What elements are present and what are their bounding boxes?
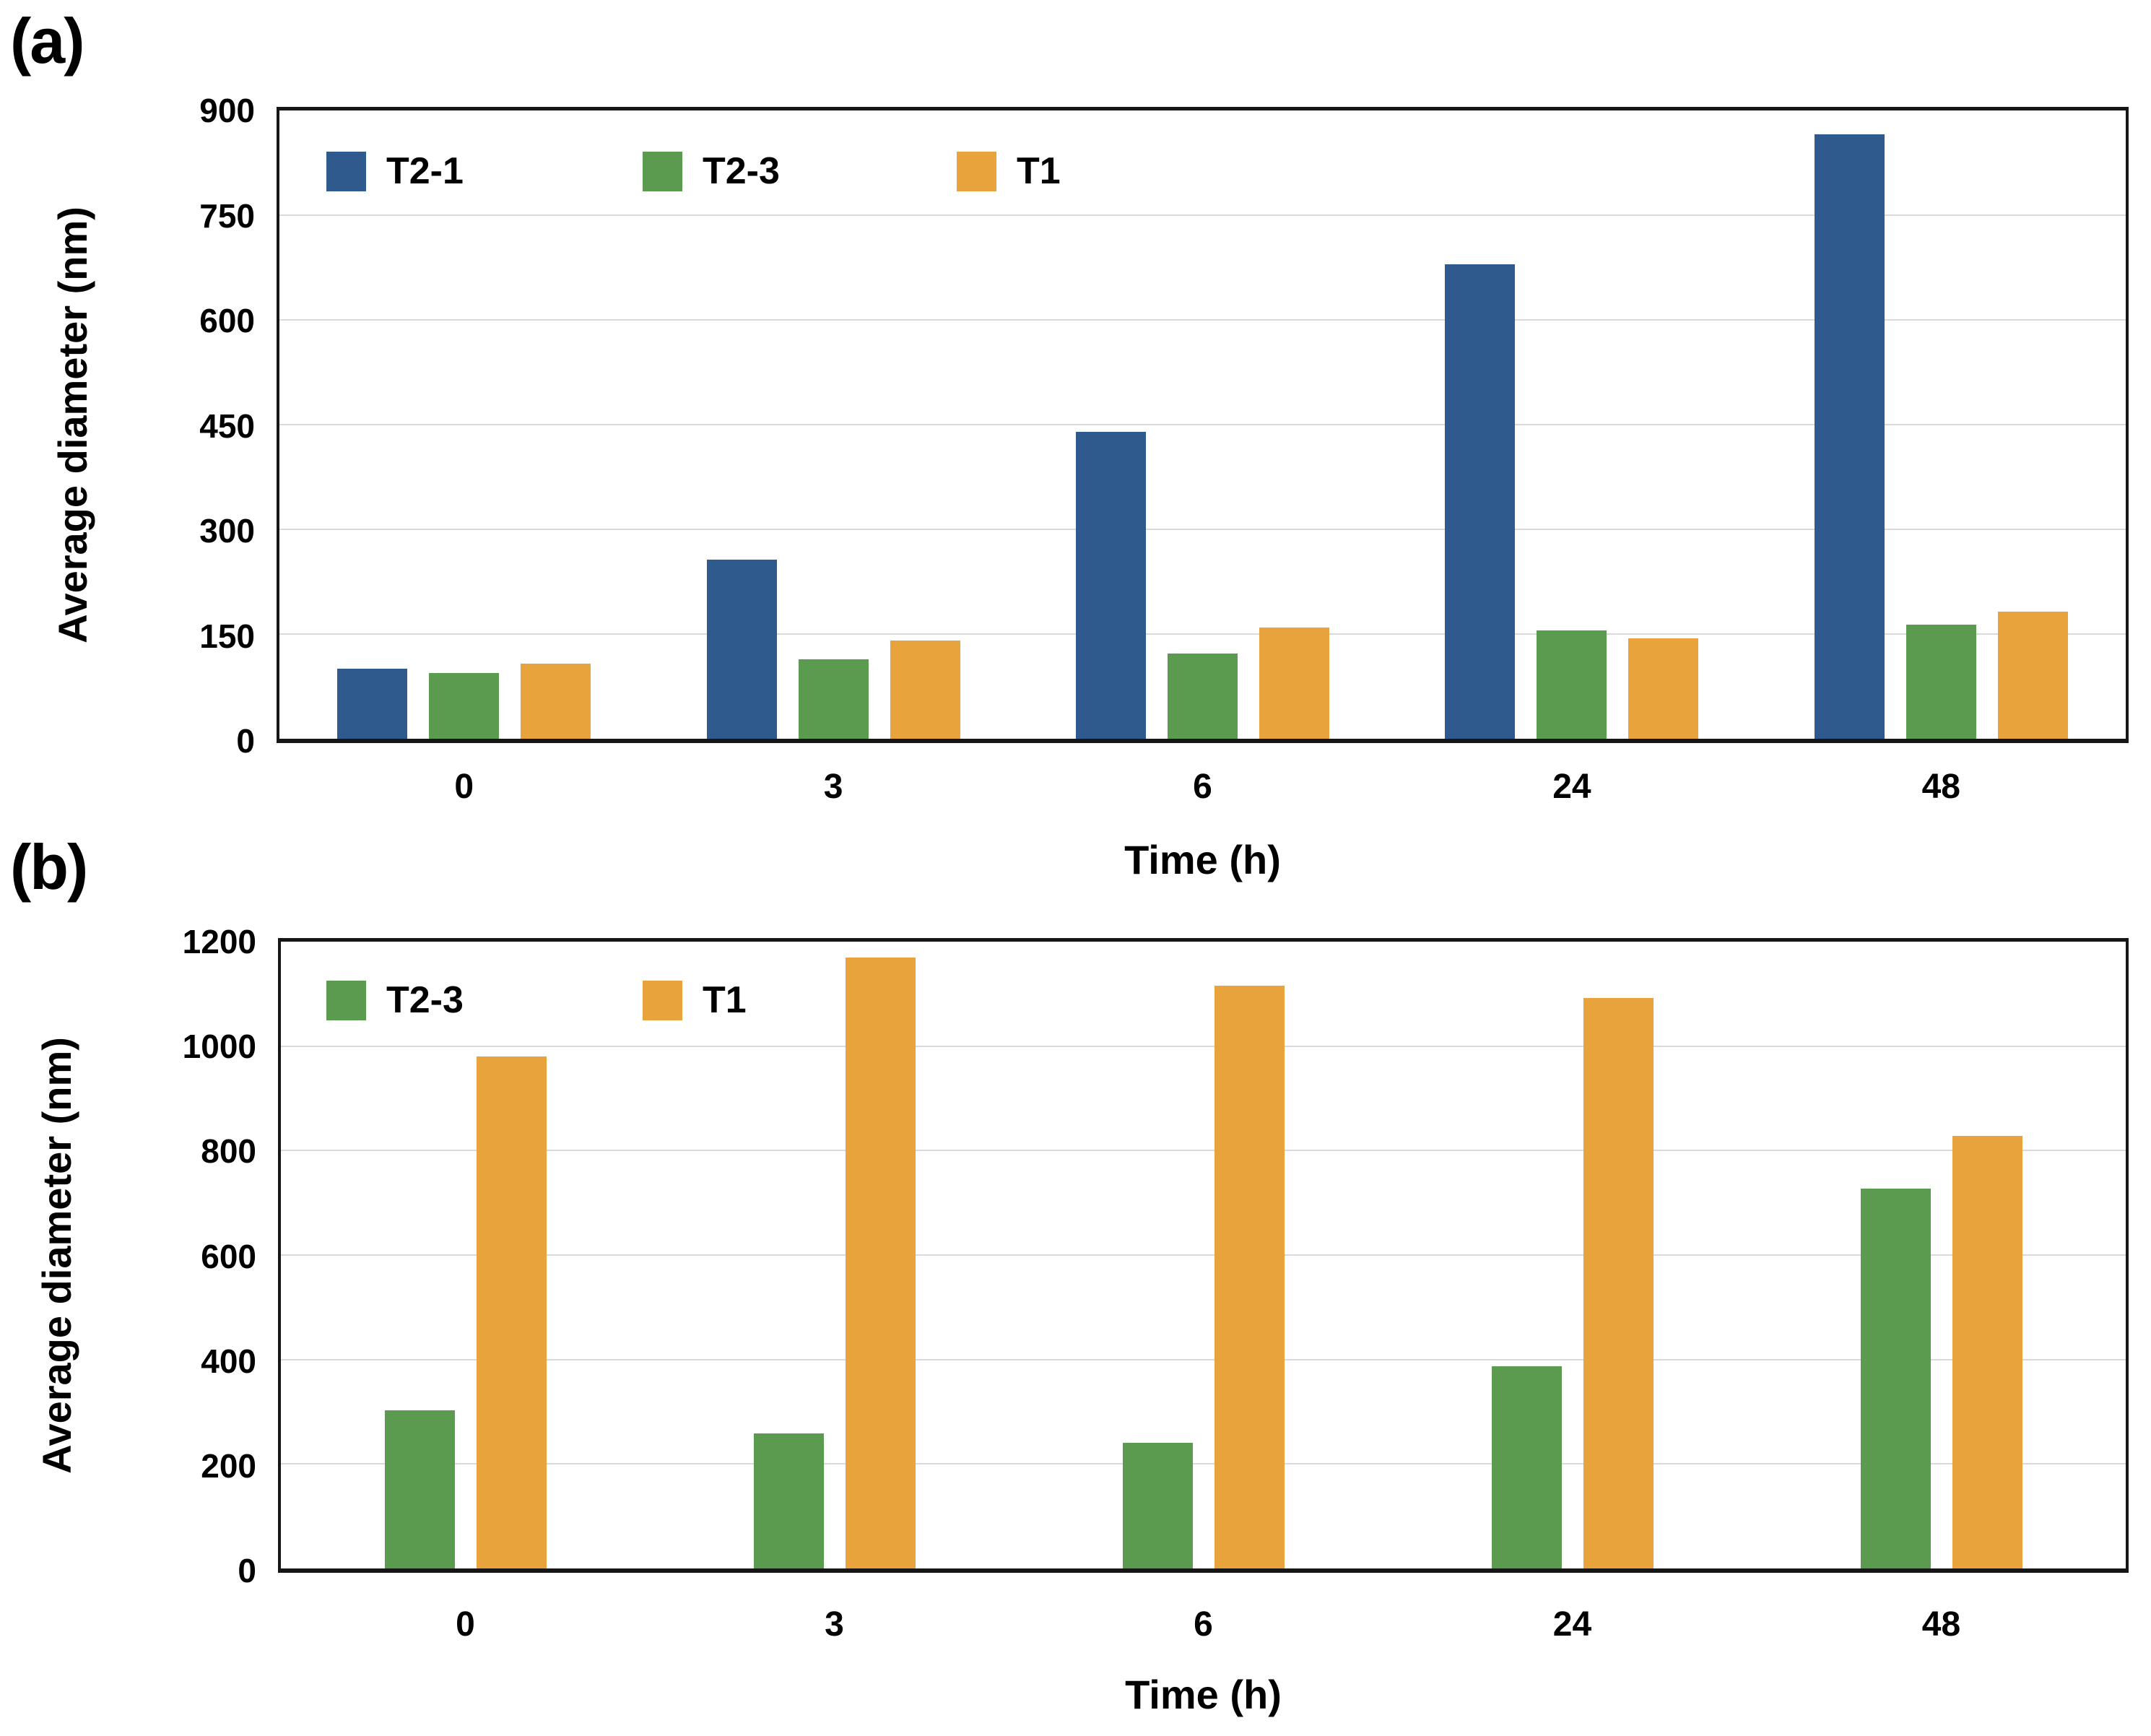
bar-T2-3-6h <box>1168 654 1238 739</box>
x-tick-label-24h: 24 <box>1552 768 1591 806</box>
bar-T1-0h <box>521 663 591 739</box>
bar-T2-3-0h <box>429 673 500 739</box>
bar-T1-6h <box>1259 628 1329 739</box>
panel-a-x-axis-title: Time (h) <box>1124 837 1281 882</box>
legend-item-T1: T1 <box>643 978 747 1022</box>
bar-T2-3-24h <box>1537 630 1607 739</box>
y-tick-label-400: 400 <box>201 1342 256 1380</box>
y-tick-label-1000: 1000 <box>182 1028 256 1066</box>
bar-T1-3h <box>890 640 960 739</box>
legend-swatch-T1 <box>957 151 996 191</box>
gridline-y-1000 <box>281 1045 2126 1047</box>
y-tick-label-300: 300 <box>199 512 255 550</box>
gridline-y-800 <box>281 1150 2126 1152</box>
panel-b-plot-area: T2-3 T1 <box>278 938 2129 1573</box>
bar-T1-0h <box>476 1056 547 1568</box>
y-tick-label-200: 200 <box>201 1446 256 1485</box>
y-tick-label-1200: 1200 <box>182 923 256 960</box>
bar-T1-48h <box>1952 1136 2022 1568</box>
legend-label-T1: T1 <box>703 979 747 1021</box>
x-tick-label-48h: 48 <box>1921 768 1960 806</box>
y-tick-label-900: 900 <box>199 92 255 129</box>
gridline-y-300 <box>279 529 2126 530</box>
y-tick-label-450: 450 <box>199 407 255 445</box>
legend-label-T2-3: T2-3 <box>386 979 464 1021</box>
y-tick-label-800: 800 <box>201 1132 256 1171</box>
y-tick-label-750: 750 <box>199 196 255 235</box>
x-tick-label-0h: 0 <box>456 1605 475 1644</box>
legend-item-T2-3: T2-3 <box>326 978 464 1022</box>
x-tick-label-24h: 24 <box>1552 1605 1592 1644</box>
gridline-y-400 <box>281 1358 2126 1360</box>
bar-T2-1-48h <box>1814 134 1885 739</box>
y-tick-label-0: 0 <box>238 1552 256 1589</box>
bar-T1-24h <box>1583 998 1654 1568</box>
x-tick-label-6h: 6 <box>1193 768 1212 806</box>
x-tick-label-3h: 3 <box>825 1605 844 1644</box>
x-tick-label-48h: 48 <box>1921 1605 1961 1644</box>
panel-a-letter: (a) <box>10 5 85 77</box>
legend-swatch-T2-3 <box>326 980 366 1020</box>
gridline-y-150 <box>279 633 2126 635</box>
gridline-y-600 <box>279 319 2126 321</box>
legend-swatch-T2-3 <box>643 151 682 191</box>
panel-a-plot-area: T2-1 T2-3 T1 <box>277 107 2129 743</box>
bar-T2-1-0h <box>337 669 408 739</box>
y-tick-label-600: 600 <box>201 1237 256 1275</box>
bar-T1-3h <box>845 957 916 1568</box>
x-tick-label-0h: 0 <box>454 768 474 806</box>
y-tick-label-600: 600 <box>199 302 255 339</box>
legend-swatch-T1 <box>643 980 682 1020</box>
bar-T2-3-24h <box>1491 1366 1562 1568</box>
gridline-y-200 <box>281 1463 2126 1465</box>
gridline-y-450 <box>279 424 2126 425</box>
bar-T1-24h <box>1628 638 1699 739</box>
legend-item-T2-3: T2-3 <box>643 149 780 193</box>
legend-label-T2-3: T2-3 <box>703 150 780 192</box>
bar-T2-3-48h <box>1906 625 1976 739</box>
bar-T2-3-3h <box>753 1433 824 1568</box>
x-tick-label-6h: 6 <box>1194 1605 1213 1644</box>
y-tick-label-0: 0 <box>236 722 255 760</box>
legend-label-T1: T1 <box>1017 150 1061 192</box>
panel-b-x-axis-title: Time (h) <box>1125 1672 1282 1717</box>
bar-T2-3-6h <box>1122 1443 1193 1568</box>
bar-T1-48h <box>1997 612 2068 739</box>
legend-swatch-T2-1 <box>326 151 366 191</box>
bar-T2-1-6h <box>1076 431 1146 739</box>
bar-T2-3-48h <box>1860 1189 1931 1568</box>
gridline-y-750 <box>279 214 2126 216</box>
bar-T2-1-3h <box>706 559 777 739</box>
bar-T2-3-3h <box>798 659 869 739</box>
gridline-y-600 <box>281 1254 2126 1256</box>
bar-T1-6h <box>1214 986 1285 1568</box>
bar-T2-3-0h <box>384 1410 455 1568</box>
legend-label-T2-1: T2-1 <box>386 150 464 192</box>
x-tick-label-3h: 3 <box>823 768 843 806</box>
panel-b-letter: (b) <box>10 831 88 903</box>
bar-T2-1-24h <box>1445 264 1516 739</box>
legend-item-T1: T1 <box>957 149 1061 193</box>
legend-item-T2-1: T2-1 <box>326 149 464 193</box>
y-tick-label-150: 150 <box>199 617 255 655</box>
